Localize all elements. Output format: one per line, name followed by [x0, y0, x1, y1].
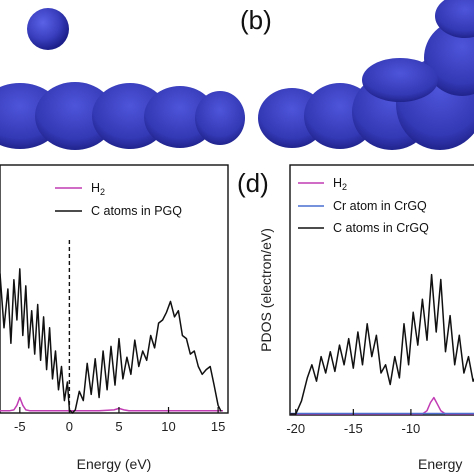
- graphene-slab-left: [0, 82, 245, 150]
- chart-c-xtick-label: -5: [14, 419, 26, 434]
- legend-d-h2-sub: 2: [342, 182, 347, 192]
- panel-a-render: [0, 8, 245, 150]
- chart-c-series-0: [0, 396, 223, 412]
- chart-d-xtick-label: -20: [286, 421, 305, 436]
- chart-c-xtick-label: 10: [161, 419, 175, 434]
- legend-d-carbon-label: C atoms in CrGQ: [333, 221, 429, 235]
- legend-c-carbon-label: C atoms in PGQ: [91, 204, 182, 218]
- chart-c-xtick-label: 0: [66, 419, 73, 434]
- chart-d-series-0: [290, 396, 474, 415]
- chart-c-legend: H2 C atoms in PGQ: [55, 181, 182, 218]
- chart-d-xlabel: Energy: [418, 456, 462, 472]
- legend-d-cr-label: Cr atom in CrGQ: [333, 199, 427, 213]
- chart-c-frame: [0, 164, 229, 414]
- crgq-slab-right: [258, 0, 474, 150]
- legend-c-h2-label: H2: [91, 181, 105, 197]
- panel-label-b: (b): [240, 5, 272, 35]
- chart-c-xlabel: Energy (eV): [77, 456, 152, 472]
- legend-d-h2-label: H2: [333, 176, 347, 192]
- chart-c: -5 0 5 10 15 Energy (eV) H2 C atoms in PGQ: [0, 164, 229, 472]
- legend-c-h2-sub: 2: [100, 187, 105, 197]
- chart-d: (d) PDOS (electron/eV) -20 -15 -10 Energy …: [237, 164, 474, 472]
- chart-d-xtick-label: -10: [402, 421, 421, 436]
- h2-molecule-sphere: [27, 8, 69, 50]
- chart-c-xtick-label: 5: [115, 419, 122, 434]
- chart-c-series-1: [0, 268, 222, 414]
- chart-d-legend: H2 Cr atom in CrGQ C atoms in CrGQ: [298, 176, 429, 235]
- chart-d-frame: [289, 164, 474, 416]
- chart-d-xtick-label: -15: [344, 421, 363, 436]
- panel-label-d: (d): [237, 168, 269, 198]
- chart-d-ylabel: PDOS (electron/eV): [258, 228, 274, 352]
- chart-d-series-2: [290, 273, 474, 415]
- panel-b-render: [258, 0, 474, 150]
- chart-c-xtick-label: 15: [211, 419, 225, 434]
